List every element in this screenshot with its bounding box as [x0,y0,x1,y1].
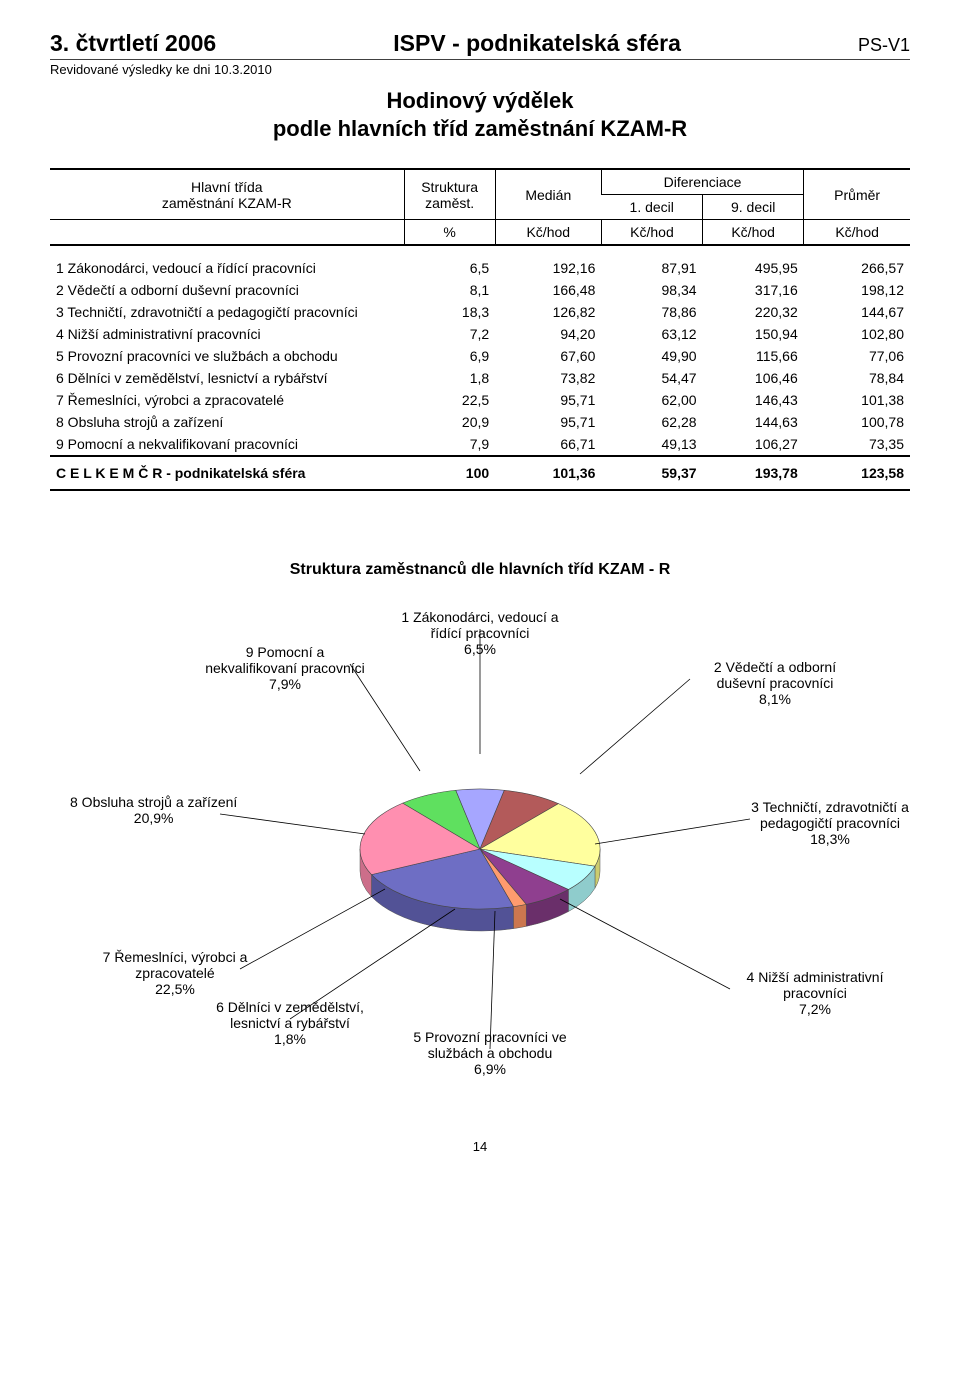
title-line: podle hlavních tříd zaměstnání KZAM-R [50,115,910,143]
col-subheader: 1. decil [601,195,702,220]
row-label: 7 Řemeslníci, výrobci a zpracovatelé [50,389,404,411]
period-label: 3. čtvrtletí 2006 [50,30,216,57]
pie-callout: 7 Řemeslníci, výrobci a zpracovatelé22,5… [90,949,260,997]
table-row: 2 Vědečtí a odborní duševní pracovníci8,… [50,279,910,301]
table-row: 5 Provozní pracovníci ve službách a obch… [50,345,910,367]
data-table: Hlavní třída zaměstnání KZAM-R Struktura… [50,168,910,491]
col-header: Hlavní třída zaměstnání KZAM-R [50,169,404,220]
pie-callout: 1 Zákonodárci, vedoucí a řídící pracovní… [395,609,565,657]
unit-label: Kč/hod [601,220,702,246]
table-row: 1 Zákonodárci, vedoucí a řídící pracovní… [50,257,910,279]
pie-callout: 9 Pomocní a nekvalifikovaní pracovníci7,… [200,644,370,692]
unit-label: % [404,220,495,246]
page-header: 3. čtvrtletí 2006 ISPV - podnikatelská s… [50,30,910,60]
table-row: 3 Techničtí, zdravotničtí a pedagogičtí … [50,301,910,323]
chart-title: Struktura zaměstnanců dle hlavních tříd … [50,561,910,579]
row-label: 1 Zákonodárci, vedoucí a řídící pracovní… [50,257,404,279]
source-label: ISPV - podnikatelská sféra [393,30,681,57]
pie-callout: 6 Dělníci v zemědělství, lesnictví a ryb… [205,999,375,1047]
total-label: C E L K E M Č R - podnikatelská sféra [50,457,404,490]
col-header: Struktura zaměst. [404,169,495,220]
table-row: 8 Obsluha strojů a zařízení20,995,7162,2… [50,411,910,433]
table-row: 4 Nižší administrativní pracovníci7,294,… [50,323,910,345]
page-title: Hodinový výdělek podle hlavních tříd zam… [50,87,910,142]
unit-label: Kč/hod [495,220,601,246]
code-label: PS-V1 [858,35,910,56]
title-line: Hodinový výdělek [50,87,910,115]
row-label: 5 Provozní pracovníci ve službách a obch… [50,345,404,367]
revision-note: Revidované výsledky ke dni 10.3.2010 [50,62,910,77]
table-row: 6 Dělníci v zemědělství, lesnictví a ryb… [50,367,910,389]
total-row: C E L K E M Č R - podnikatelská sféra 10… [50,457,910,490]
pie-callout: 5 Provozní pracovníci ve službách a obch… [405,1029,575,1077]
col-header: Průměr [804,169,910,220]
col-subheader: 9. decil [703,195,804,220]
unit-label: Kč/hod [804,220,910,246]
pie-callout: 3 Techničtí, zdravotničtí a pedagogičtí … [750,799,910,847]
col-header: Diferenciace [601,169,803,195]
row-label: 3 Techničtí, zdravotničtí a pedagogičtí … [50,301,404,323]
row-label: 2 Vědečtí a odborní duševní pracovníci [50,279,404,301]
table-row: 9 Pomocní a nekvalifikovaní pracovníci7,… [50,433,910,456]
row-label: 4 Nižší administrativní pracovníci [50,323,404,345]
col-header: Medián [495,169,601,220]
unit-label: Kč/hod [703,220,804,246]
row-label: 6 Dělníci v zemědělství, lesnictví a ryb… [50,367,404,389]
row-label: 9 Pomocní a nekvalifikovaní pracovníci [50,433,404,456]
pie-callout: 2 Vědečtí a odborní duševní pracovníci8,… [690,659,860,707]
table-row: 7 Řemeslníci, výrobci a zpracovatelé22,5… [50,389,910,411]
row-label: 8 Obsluha strojů a zařízení [50,411,404,433]
pie-callout: 8 Obsluha strojů a zařízení20,9% [70,794,237,826]
page-number: 14 [50,1139,910,1154]
pie-callout: 4 Nižší administrativní pracovníci7,2% [730,969,900,1017]
pie-chart: 1 Zákonodárci, vedoucí a řídící pracovní… [50,599,910,1099]
